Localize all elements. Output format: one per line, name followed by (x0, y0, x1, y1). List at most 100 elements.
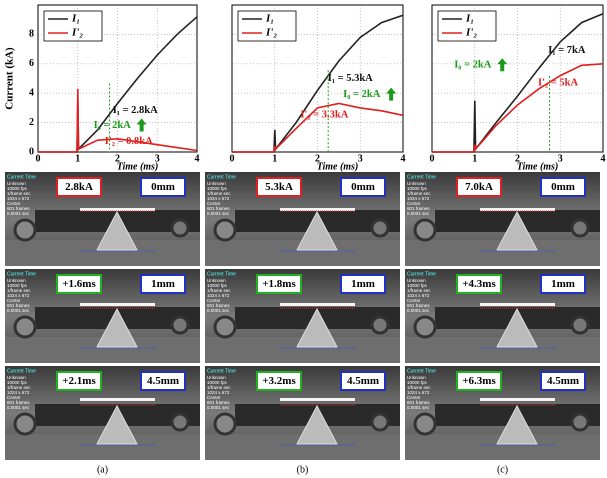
sample (496, 404, 538, 445)
bolt (413, 412, 437, 436)
overlay-line: 601 frames (7, 400, 30, 405)
x-tick-label: 4 (601, 153, 606, 164)
time-label: +1.6ms (62, 278, 96, 290)
x-tick-label: 1 (472, 153, 477, 164)
overlay-line: 0.0001 sec (207, 211, 230, 216)
sample (96, 404, 138, 445)
displacement-label: 4.5mm (547, 375, 579, 387)
overlay-line: 0.0001 sec (7, 211, 30, 216)
time-label: +1.8ms (262, 278, 296, 290)
label-box (140, 177, 186, 197)
bolt (213, 218, 237, 242)
overlay-line: Unknown (407, 278, 426, 283)
y-axis-label: Current (kA) (4, 47, 16, 110)
y-tick-label: 2 (29, 117, 34, 128)
overlay-line: 10000 fps (407, 283, 428, 288)
sample (96, 210, 138, 251)
overlay-line: 1/frame sec (407, 191, 431, 196)
y-tick-label: 0 (29, 146, 34, 157)
time-label: 7.0kA (465, 181, 493, 193)
overlay-line: Unknown (207, 181, 226, 186)
bolt (413, 315, 437, 339)
label-box (456, 177, 502, 197)
overlay-line: Unknown (7, 278, 26, 283)
overlay-line: 601 frames (207, 206, 230, 211)
sample (296, 307, 338, 348)
label-box (140, 274, 186, 294)
overlay-title: Current Time (207, 368, 236, 374)
legend-box (43, 10, 103, 42)
overlay-line: Unknown (7, 181, 26, 186)
overlay-line: 0.0001 sec (207, 308, 230, 313)
displacement-label: 1mm (351, 278, 375, 290)
label-box (256, 177, 302, 197)
electrode (80, 303, 155, 306)
label-box (456, 274, 502, 294)
bolt (170, 315, 190, 335)
displacement-label: 4.5mm (147, 375, 179, 387)
overlay-line: Unknown (207, 375, 226, 380)
overlay-line: Unknown (207, 278, 226, 283)
legend-label: I'₂ (71, 27, 83, 39)
overlay-line: 10000 fps (407, 380, 428, 385)
overlay-line: 1/frame sec (7, 385, 31, 390)
x-tick-label: 3 (155, 153, 160, 164)
overlay-line: 1024 x 672 (207, 390, 230, 395)
legend-label: I₁ (465, 13, 474, 25)
overlay-line: Unknown (407, 181, 426, 186)
caption: (b) (297, 464, 309, 475)
overlay-line: 601 frames (407, 400, 430, 405)
displacement-label: 0mm (151, 181, 175, 193)
label-box (340, 177, 386, 197)
bolt (13, 315, 37, 339)
overlay-line: 0.0001 sec (207, 405, 230, 410)
annotation: I₀ = 2kA (454, 60, 492, 71)
annotation: I₁ = 5.3kA (328, 73, 373, 84)
sample (496, 210, 538, 251)
overlay-line: 1024 x 672 (407, 196, 430, 201)
overlay-line: Center (407, 298, 421, 303)
overlay-line: 0.0001 sec (7, 308, 30, 313)
x-tick-label: 0 (430, 153, 435, 164)
bolt (570, 315, 590, 335)
overlay-line: Center (407, 201, 421, 206)
displacement-label: 1mm (151, 278, 175, 290)
displacement-label: 0mm (351, 181, 375, 193)
overlay-line: 0.0001 sec (407, 308, 430, 313)
bolt (370, 218, 390, 238)
overlay-line: 1/frame sec (407, 385, 431, 390)
overlay-line: 1/frame sec (7, 191, 31, 196)
x-tick-label: 4 (195, 153, 200, 164)
time-label: 5.3kA (265, 181, 293, 193)
overlay-line: 1024 x 672 (7, 196, 30, 201)
plot-frame (37, 4, 198, 153)
electrode (80, 208, 155, 211)
legend-label: I₁ (265, 13, 274, 25)
overlay-line: 1024 x 672 (207, 293, 230, 298)
bolt (13, 218, 37, 242)
electrode (480, 303, 555, 306)
overlay-line: Center (7, 298, 21, 303)
electrode (280, 398, 355, 401)
time-label: +3.2ms (262, 375, 296, 387)
x-tick-label: 2 (515, 153, 520, 164)
label-box (56, 177, 102, 197)
legend-label: I'₂ (265, 27, 277, 39)
x-axis-label: Time (ms) (517, 161, 559, 172)
overlay-line: 0.0001 sec (407, 211, 430, 216)
sample (296, 404, 338, 445)
overlay-line: 601 frames (7, 206, 30, 211)
series-line (38, 88, 198, 153)
overlay-line: 1/frame sec (7, 288, 31, 293)
overlay-line: 1/frame sec (207, 288, 231, 293)
x-tick-label: 0 (230, 153, 235, 164)
displacement-label: 0mm (551, 181, 575, 193)
overlay-title: Current Time (207, 271, 236, 277)
electrode (280, 208, 355, 211)
overlay-title: Current Time (7, 271, 36, 277)
overlay-line: 10000 fps (7, 283, 28, 288)
